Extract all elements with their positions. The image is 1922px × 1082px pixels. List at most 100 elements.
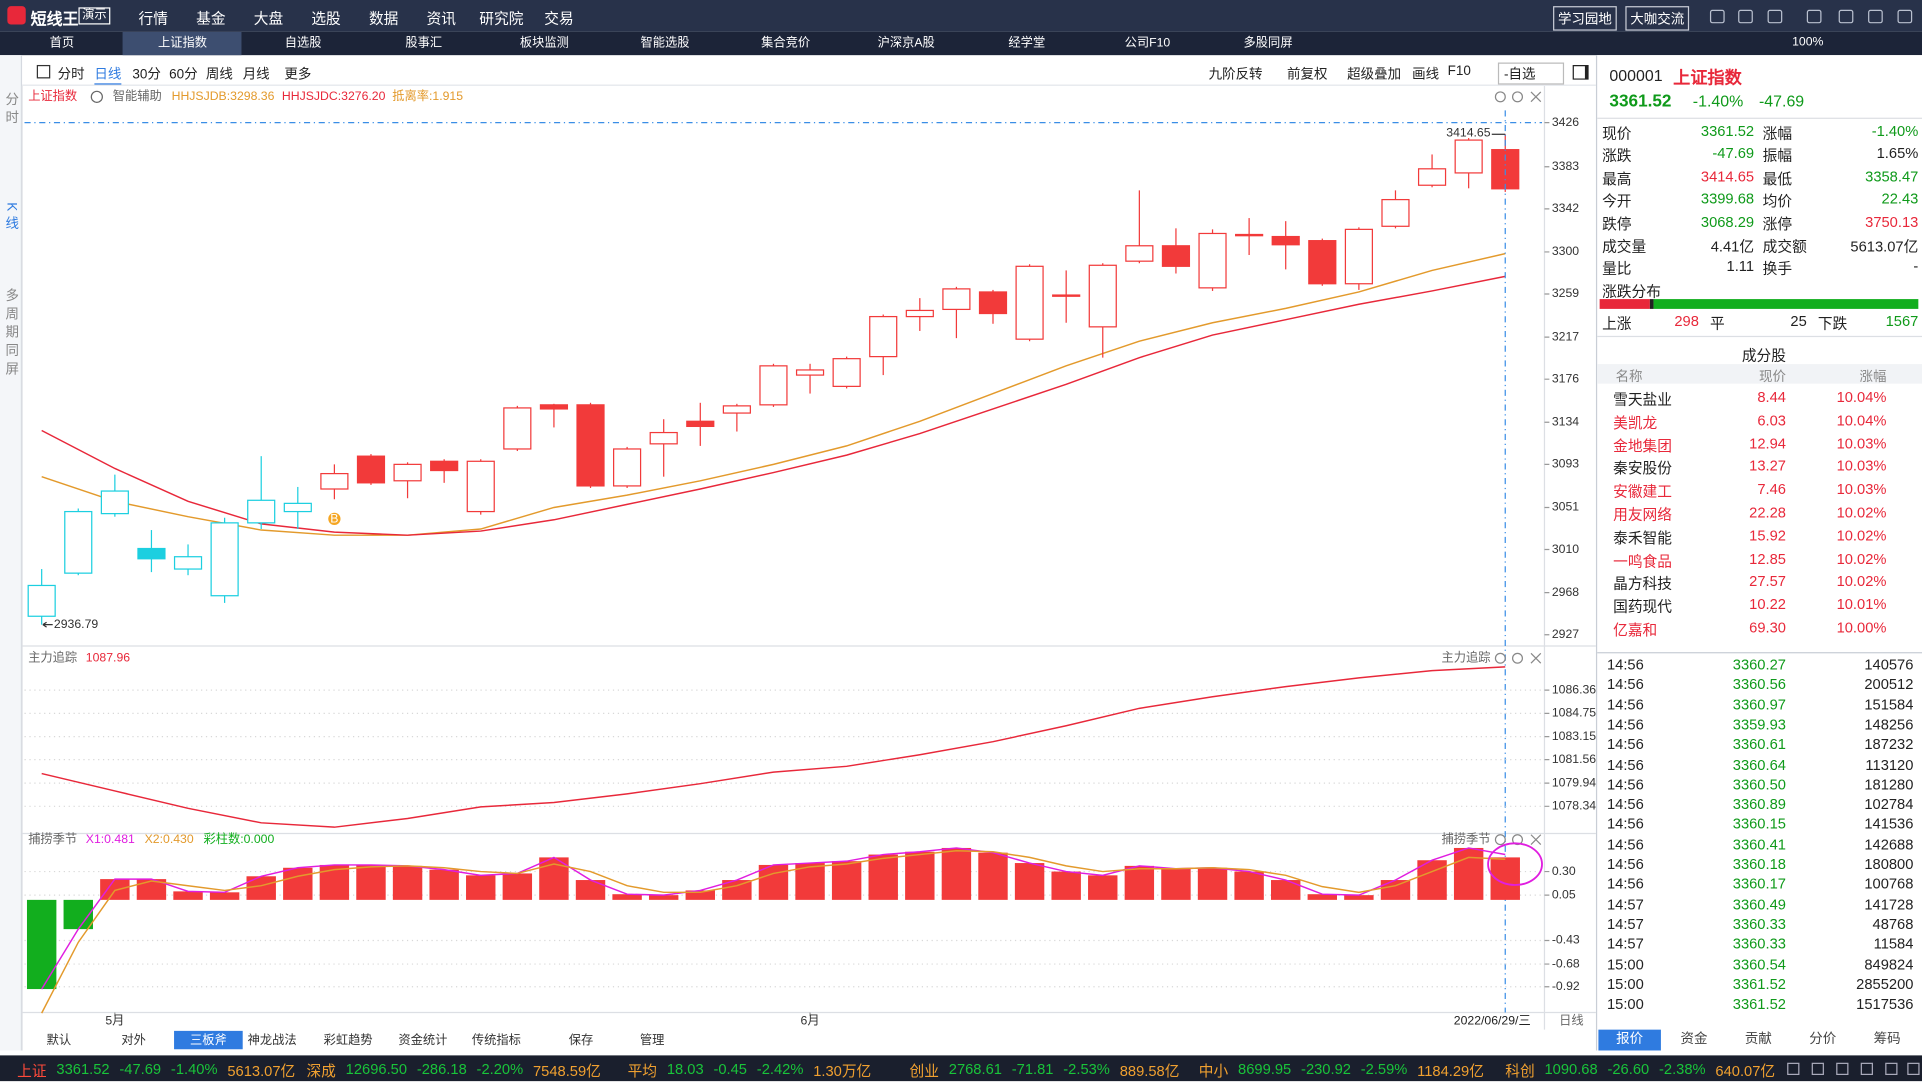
trade-price: 3360.15 <box>1732 815 1786 833</box>
menu-item[interactable]: 选股 <box>311 9 341 27</box>
period-button[interactable]: 更多 <box>284 67 312 83</box>
indicator-tab[interactable]: 对外 <box>121 1033 145 1047</box>
bar <box>1417 860 1447 900</box>
panel-help <box>1511 652 1524 664</box>
indicator-tab[interactable]: 保存 <box>569 1033 594 1047</box>
tool-button[interactable]: 前复权 <box>1287 67 1328 83</box>
period-button[interactable]: 月线 <box>242 67 270 83</box>
dist-flat <box>1649 299 1655 309</box>
trade-volume: 148256 <box>1864 715 1914 733</box>
period-button[interactable]: 30分 <box>132 67 161 83</box>
stock-name[interactable]: 雪天盐业 <box>1613 391 1672 409</box>
tab[interactable]: 沪深京A股 <box>877 36 935 51</box>
menu-item[interactable]: 大盘 <box>253 9 284 27</box>
stock-name[interactable]: 安徽建工 <box>1613 483 1672 501</box>
window-icon[interactable] <box>1767 9 1783 24</box>
indicator-tab[interactable]: 彩虹趋势 <box>324 1033 373 1047</box>
panel-tab[interactable]: 分价 <box>1809 1032 1837 1047</box>
top-button[interactable]: 大咖交流 <box>1625 6 1690 31</box>
stock-pct: 10.04% <box>1836 388 1887 406</box>
candle-body <box>942 288 971 311</box>
stock-name[interactable]: 用友网络 <box>1613 506 1672 524</box>
low-label: 2936.79 <box>54 617 98 631</box>
window-icon[interactable] <box>1709 9 1725 24</box>
menu-item[interactable]: 基金 <box>196 9 226 27</box>
side-tab[interactable]: 多周期同屏 <box>3 288 19 380</box>
window-icon[interactable] <box>1738 9 1753 24</box>
tool-button[interactable]: 画线 <box>1412 67 1440 83</box>
indicator-tab[interactable]: 传统指标 <box>472 1032 521 1047</box>
top-button[interactable]: 学习园地 <box>1553 6 1617 31</box>
stock-name[interactable]: 亿嘉和 <box>1613 621 1658 639</box>
buy-marker-label: B <box>330 512 338 526</box>
window-icon[interactable] <box>1838 9 1854 24</box>
ticker-value: 1090.68 <box>1544 1060 1598 1078</box>
stock-name[interactable]: 金地集团 <box>1613 437 1672 455</box>
candle-body <box>283 502 312 513</box>
period-button[interactable]: 日线 <box>94 64 122 85</box>
indicator-tab[interactable]: 三板斧 <box>190 1033 227 1047</box>
trade-time: 14:56 <box>1606 775 1644 793</box>
stock-pct: 10.03% <box>1836 434 1887 452</box>
y-tick-label: 2968 <box>1552 585 1579 599</box>
tab[interactable]: 板块监测 <box>519 36 569 51</box>
stock-name[interactable]: 泰禾智能 <box>1613 529 1672 547</box>
trade-price: 3360.27 <box>1732 655 1786 673</box>
stock-name[interactable]: 晶方科技 <box>1613 575 1672 593</box>
tab[interactable]: 集合竞价 <box>761 36 811 51</box>
stock-name[interactable]: 美凯龙 <box>1613 414 1658 432</box>
panel-tab[interactable]: 资金 <box>1680 1032 1708 1047</box>
indicator-tab[interactable]: 管理 <box>640 1032 665 1047</box>
trade-time: 14:56 <box>1606 835 1644 853</box>
tab[interactable]: 自选股 <box>284 36 322 51</box>
stock-pct: 10.02% <box>1836 549 1887 568</box>
y-tick-label: 3342 <box>1552 201 1579 215</box>
tool-button[interactable]: F10 <box>1447 63 1471 79</box>
tab[interactable]: 股事汇 <box>405 36 443 51</box>
indicator-tab[interactable]: 神龙战法 <box>248 1033 297 1047</box>
tab[interactable]: 上证指数 <box>123 31 242 56</box>
tab[interactable]: 智能选股 <box>640 36 690 51</box>
tool-button[interactable]: 超级叠加 <box>1347 67 1402 83</box>
candle-body <box>613 448 642 487</box>
stock-price: 12.94 <box>1749 434 1786 452</box>
panel-tab[interactable]: 筹码 <box>1873 1032 1901 1047</box>
status-icon <box>1860 1062 1873 1076</box>
stock-name[interactable]: 国药现代 <box>1613 598 1672 616</box>
window-icon[interactable] <box>1868 9 1883 24</box>
window-icon[interactable] <box>1806 9 1822 24</box>
indicator-tab[interactable]: 默认 <box>47 1032 72 1047</box>
tab[interactable]: 公司F10 <box>1124 36 1171 51</box>
stock-name[interactable]: 一鸣食品 <box>1613 552 1672 570</box>
quote-label: 涨幅 <box>1762 125 1793 143</box>
legend-annotation: 抵离率:1.915 <box>392 88 463 103</box>
period-button[interactable]: 60分 <box>169 67 198 83</box>
menu-item[interactable]: 研究院 <box>479 9 524 27</box>
period-button[interactable]: 分时 <box>57 67 85 83</box>
tab[interactable]: 多股同屏 <box>1243 36 1293 51</box>
window-icon[interactable] <box>1897 9 1913 24</box>
tab[interactable]: 首页 <box>49 36 75 51</box>
stock-name[interactable]: 秦安股份 <box>1613 460 1672 478</box>
tool-button[interactable]: 九阶反转 <box>1208 67 1263 83</box>
trade-price: 3360.33 <box>1732 915 1786 933</box>
panel-tab[interactable]: 报价 <box>1598 1029 1661 1051</box>
zoom: 100% <box>1792 35 1824 50</box>
menu-item[interactable]: 资讯 <box>426 9 457 27</box>
layout-icon[interactable] <box>1572 64 1589 80</box>
tab[interactable]: 经学堂 <box>1008 36 1046 51</box>
bar <box>502 873 533 900</box>
menu-item[interactable]: 数据 <box>368 9 399 27</box>
menu-item[interactable]: 行情 <box>138 9 168 27</box>
side-tab[interactable]: 分时 <box>3 91 19 129</box>
ticker-item: 创业 2768.61 -71.81 -2.53% 889.58亿 <box>910 1060 1180 1081</box>
period-button[interactable]: 周线 <box>205 67 233 83</box>
trade-price: 3360.41 <box>1732 835 1786 853</box>
panel-title: 捕捞季节 <box>28 831 77 846</box>
menu-item[interactable]: 交易 <box>544 9 574 27</box>
side-tab[interactable]: K线 <box>3 202 19 235</box>
panel-tab[interactable]: 贡献 <box>1744 1032 1772 1047</box>
quote-label: 量比 <box>1602 260 1632 278</box>
indicator-tab[interactable]: 资金统计 <box>398 1032 447 1047</box>
tool-button[interactable]: -自选 <box>1497 62 1564 85</box>
